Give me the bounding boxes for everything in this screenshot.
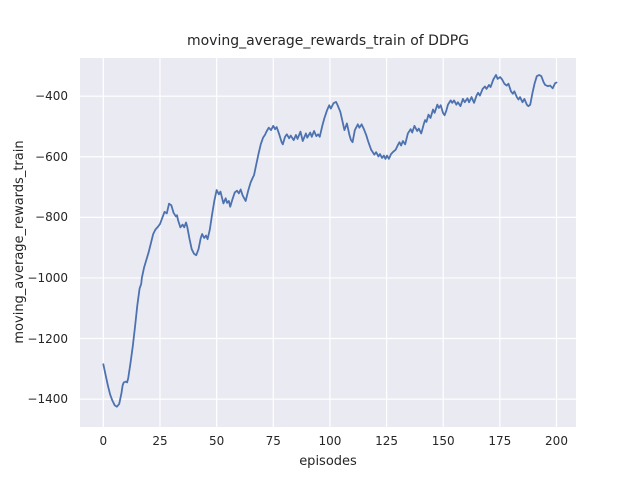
- x-axis-label: episodes: [299, 454, 357, 469]
- y-tick-label: −1000: [27, 270, 68, 285]
- y-tick-label: −1200: [27, 331, 68, 346]
- x-tick-label: 125: [375, 434, 399, 448]
- grid-lines: [80, 58, 576, 427]
- y-tick-label: −1400: [27, 392, 68, 407]
- y-tick-label: −600: [35, 149, 68, 164]
- x-tick-label: 100: [318, 434, 342, 448]
- series-line: [102, 74, 558, 408]
- plot-area: [80, 58, 576, 427]
- y-tick-label: −400: [35, 89, 68, 104]
- x-tick-label: 150: [431, 434, 455, 448]
- x-tick-label: 25: [152, 434, 168, 448]
- x-tick-label: 200: [545, 434, 568, 448]
- x-tick-label: 50: [208, 434, 225, 448]
- y-axis-label: moving_average_rewards_train: [12, 140, 27, 344]
- chart-title: moving_average_rewards_train of DDPG: [186, 33, 470, 49]
- x-tick-label: 75: [265, 434, 281, 448]
- line-chart-svg: [80, 58, 576, 427]
- y-tick-label: −800: [35, 210, 68, 225]
- x-tick-label: 0: [99, 434, 108, 448]
- x-tick-label: 175: [488, 434, 512, 448]
